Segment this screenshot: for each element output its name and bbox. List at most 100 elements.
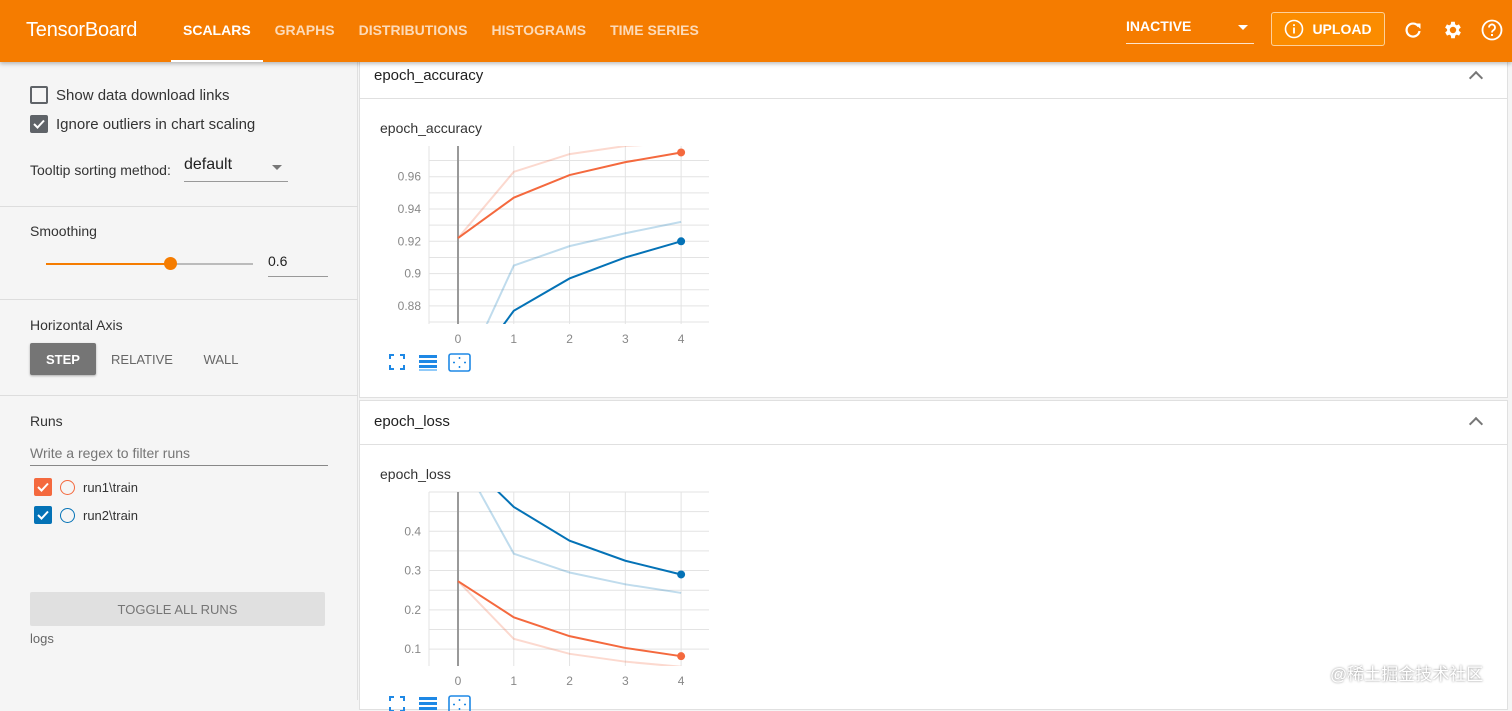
- tab-distributions[interactable]: DISTRIBUTIONS: [358, 22, 468, 38]
- select-value: default: [184, 156, 233, 173]
- y-tick-label: 0.1: [404, 642, 421, 656]
- run-item[interactable]: run2\train: [34, 506, 138, 524]
- card-epoch-accuracy: epoch_accuracy epoch_accuracy 0 1 2 3 4 0.88 0…: [359, 60, 1508, 398]
- top-bar: TensorBoard SCALARS GRAPHS DISTRIBUTIONS…: [0, 0, 1512, 62]
- smoothing-section: Smoothing 0.6: [0, 207, 358, 300]
- tab-histograms[interactable]: HISTOGRAMS: [491, 22, 587, 38]
- logdir-label: logs: [30, 631, 54, 646]
- plugin-selector-dropdown[interactable]: INACTIVE: [1126, 18, 1254, 44]
- run-color-icon[interactable]: [60, 507, 75, 523]
- tooltip-sorting-select[interactable]: default: [184, 156, 288, 182]
- slider-knob[interactable]: [164, 257, 178, 270]
- plot-area: [457, 146, 682, 324]
- y-tick-label: 0.96: [398, 170, 422, 184]
- raw-series-line: [457, 580, 682, 666]
- smoothed-series-line: [457, 580, 682, 658]
- x-tick-label: 4: [678, 674, 685, 688]
- fullscreen-icon[interactable]: [389, 354, 405, 370]
- caret-down-icon: [272, 165, 282, 170]
- axis-relative-button[interactable]: RELATIVE: [111, 351, 173, 367]
- upload-label: UPLOAD: [1312, 21, 1372, 37]
- y-tick-label: 0.94: [398, 202, 422, 216]
- run-filter-input[interactable]: [30, 440, 328, 466]
- run-name: run2\train: [83, 507, 138, 523]
- checkbox-label: Show data download links: [56, 86, 230, 104]
- x-tick-label: 0: [455, 674, 462, 688]
- runs-label: Runs: [30, 413, 63, 429]
- ignore-outliers-checkbox[interactable]: Ignore outliers in chart scaling: [30, 115, 255, 133]
- y-tick-label: 0.3: [404, 564, 421, 578]
- smoothing-input[interactable]: 0.6: [268, 253, 328, 277]
- y-tick-label: 0.9: [404, 267, 421, 281]
- chevron-up-icon[interactable]: [1468, 416, 1484, 432]
- tab-scalars[interactable]: SCALARS: [171, 0, 263, 62]
- x-tick-label: 1: [510, 674, 517, 688]
- toggle-log-scale-icon[interactable]: [419, 355, 437, 371]
- help-icon[interactable]: [1481, 19, 1503, 41]
- fit-domain-icon[interactable]: [448, 353, 471, 372]
- smoothing-label: Smoothing: [30, 223, 97, 239]
- run-checkbox[interactable]: [34, 478, 52, 496]
- watermark: @稀土掘金技术社区: [1330, 665, 1484, 684]
- toggle-log-scale-icon[interactable]: [419, 697, 437, 711]
- chart-title: epoch_accuracy: [380, 120, 482, 136]
- card-epoch-loss: epoch_loss epoch_loss 0 1 2 3 4 0.1 0.2 0.3 0.4: [359, 400, 1508, 711]
- run-item[interactable]: run1\train: [34, 478, 138, 496]
- last-point-marker: [677, 148, 686, 157]
- axis-wall-button[interactable]: WALL: [203, 351, 239, 367]
- fullscreen-icon[interactable]: [389, 696, 405, 711]
- y-tick-label: 0.2: [404, 603, 421, 617]
- loss-chart[interactable]: 0 1 2 3 4 0.1 0.2 0.3 0.4: [360, 401, 760, 711]
- tooltip-sorting-label: Tooltip sorting method:: [30, 162, 171, 178]
- last-point-marker: [677, 570, 686, 579]
- checkbox-label: Ignore outliers in chart scaling: [56, 115, 256, 133]
- run-checkbox[interactable]: [34, 506, 52, 524]
- raw-series-line: [478, 492, 682, 594]
- settings-icon[interactable]: [1442, 19, 1464, 41]
- run-color-icon[interactable]: [60, 479, 75, 495]
- toggle-all-runs-button[interactable]: TOGGLE ALL RUNS: [30, 592, 325, 626]
- options-section: Show data download links Ignore outliers…: [0, 62, 358, 207]
- check-icon: [33, 119, 45, 129]
- accuracy-chart[interactable]: 0 1 2 3 4 0.88 0.9 0.92 0.94 0.96: [360, 61, 760, 399]
- checkbox-checked[interactable]: [30, 115, 48, 133]
- last-point-marker: [677, 237, 686, 246]
- smoothed-series-line: [457, 151, 682, 239]
- main-content: epoch_accuracy epoch_accuracy 0 1 2 3 4 0.88 0…: [359, 60, 1508, 711]
- x-tick-label: 3: [622, 332, 629, 346]
- app-title: TensorBoard: [26, 19, 138, 41]
- info-icon: [1285, 19, 1304, 39]
- x-tick-label: 1: [510, 332, 517, 346]
- run-name: run1\train: [83, 479, 138, 495]
- show-download-links-checkbox[interactable]: Show data download links: [30, 86, 229, 104]
- raw-series-line: [457, 146, 643, 239]
- axis-step-button[interactable]: STEP: [30, 343, 96, 375]
- plot-area: [457, 492, 682, 666]
- fit-domain-icon[interactable]: [448, 695, 471, 711]
- last-point-marker: [677, 652, 686, 661]
- upload-button[interactable]: UPLOAD: [1271, 12, 1385, 46]
- y-tick-label: 0.88: [398, 299, 422, 313]
- x-tick-label: 3: [622, 674, 629, 688]
- tab-graphs[interactable]: GRAPHS: [274, 22, 335, 38]
- horizontal-axis-section: Horizontal Axis STEP RELATIVE WALL: [0, 300, 358, 396]
- x-tick-label: 2: [566, 332, 573, 346]
- refresh-icon[interactable]: [1402, 19, 1424, 41]
- smoothed-series-line: [502, 240, 682, 324]
- check-icon: [37, 482, 49, 492]
- card-title: epoch_accuracy: [374, 67, 484, 84]
- check-icon: [37, 510, 49, 520]
- tab-time-series[interactable]: TIME SERIES: [610, 22, 699, 38]
- card-header[interactable]: epoch_loss: [360, 401, 1507, 445]
- card-title: epoch_loss: [374, 413, 450, 430]
- sidebar: Show data download links Ignore outliers…: [0, 62, 358, 700]
- card-header[interactable]: epoch_accuracy: [360, 61, 1507, 99]
- smoothing-slider[interactable]: [46, 257, 253, 270]
- chart-title: epoch_loss: [380, 466, 451, 482]
- y-tick-label: 0.4: [404, 524, 421, 538]
- checkbox-unchecked[interactable]: [30, 86, 48, 104]
- raw-series-line: [485, 220, 682, 324]
- x-tick-label: 0: [455, 332, 462, 346]
- caret-down-icon: [1238, 25, 1248, 30]
- chevron-up-icon[interactable]: [1468, 70, 1484, 86]
